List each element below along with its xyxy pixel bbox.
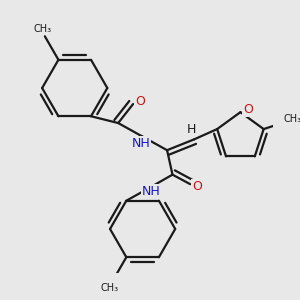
Text: O: O bbox=[243, 103, 253, 116]
Text: CH₃: CH₃ bbox=[33, 25, 51, 34]
Text: CH₃: CH₃ bbox=[283, 114, 300, 124]
Text: NH: NH bbox=[132, 137, 151, 150]
Text: O: O bbox=[192, 180, 202, 193]
Text: H: H bbox=[187, 123, 196, 136]
Text: O: O bbox=[135, 95, 145, 108]
Text: CH₃: CH₃ bbox=[101, 283, 119, 292]
Text: NH: NH bbox=[141, 185, 160, 198]
